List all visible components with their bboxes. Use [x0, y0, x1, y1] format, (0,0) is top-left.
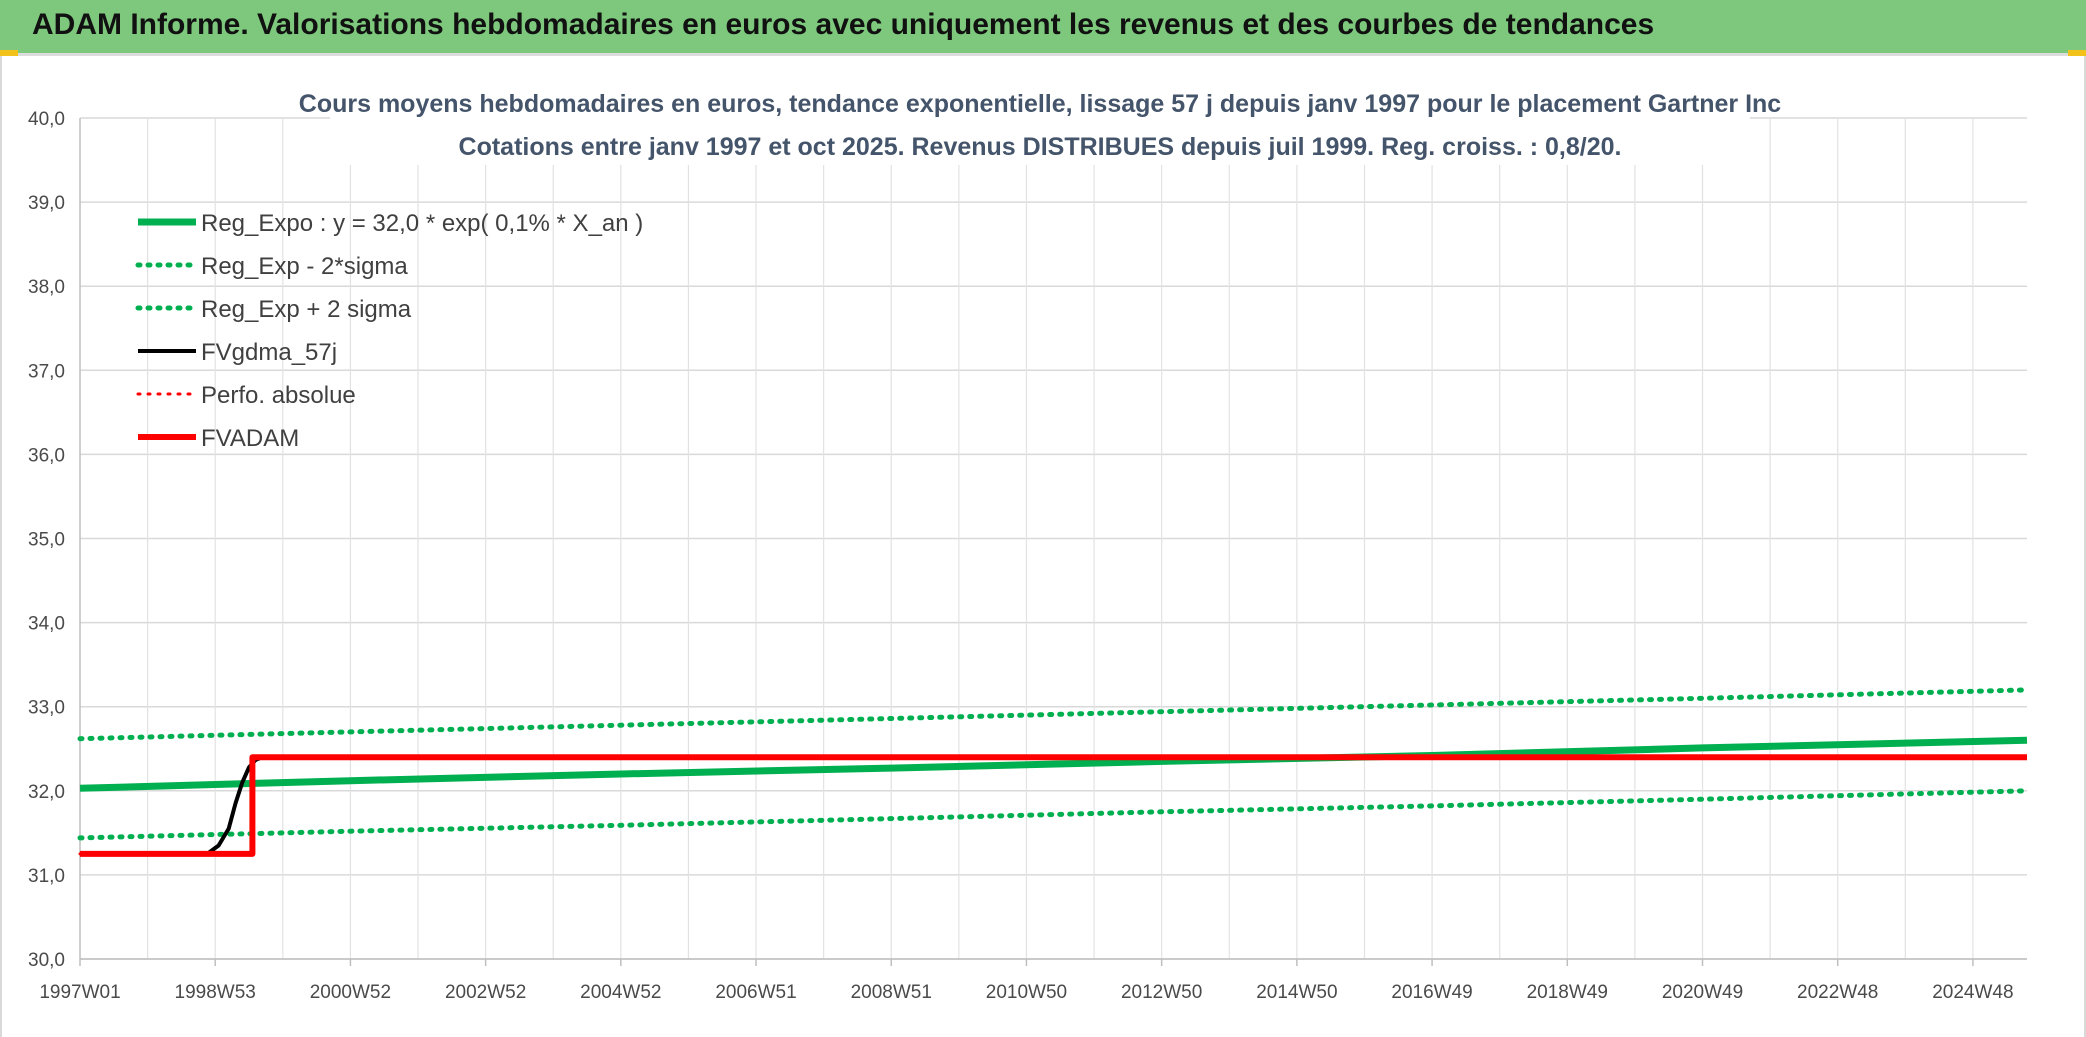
- page-title: ADAM Informe. Valorisations hebdomadaire…: [32, 8, 1655, 41]
- header-banner: ADAM Informe. Valorisations hebdomadaire…: [0, 0, 2086, 56]
- legend-label: FVgdma_57j: [201, 339, 337, 366]
- legend-label: Reg_Exp - 2*sigma: [201, 253, 408, 280]
- legend-label: FVADAM: [201, 425, 299, 452]
- y-tick-label: 31,0: [28, 866, 65, 887]
- axis-labels: 30,0 31,0 32,0 33,0 34,0 35,0 36,0 37,0 38,0 39,0…: [28, 109, 2014, 1003]
- series-line-3: [79, 755, 2027, 856]
- corner-marker-left: [0, 50, 18, 56]
- series-layer: [77, 687, 2030, 857]
- series-line-2: [77, 687, 2030, 742]
- y-tick-label: 38,0: [28, 277, 65, 298]
- corner-marker-right: [2068, 50, 2086, 56]
- chart-title: Cours moyens hebdomadaires en euros, ten…: [299, 90, 1782, 118]
- x-tick-label: 2004W52: [580, 982, 661, 1003]
- x-tick-label: 2002W52: [445, 982, 526, 1003]
- y-tick-label: 37,0: [28, 361, 65, 382]
- x-tick-label: 2000W52: [310, 982, 391, 1003]
- series-line-1: [77, 788, 2030, 841]
- x-tick-label: 2014W50: [1256, 982, 1337, 1003]
- y-tick-label: 33,0: [28, 698, 65, 719]
- chart-subtitle: Cotations entre janv 1997 et oct 2025. R…: [459, 133, 1622, 161]
- chart-frame: [0, 56, 2086, 1037]
- x-tick-label: 2020W49: [1662, 982, 1743, 1003]
- y-tick-label: 30,0: [28, 950, 65, 971]
- y-tick-label: 35,0: [28, 530, 65, 551]
- y-tick-label: 39,0: [28, 193, 65, 214]
- chart-titles: Cours moyens hebdomadaires en euros, ten…: [299, 85, 1782, 165]
- y-tick-label: 34,0: [28, 614, 65, 635]
- y-tick-label: 36,0: [28, 445, 65, 466]
- title-background: [330, 85, 1750, 165]
- x-tick-label: 2016W49: [1391, 982, 1472, 1003]
- series-line-5: [80, 754, 2027, 857]
- x-tick-label: 2022W48: [1797, 982, 1878, 1003]
- series-line-0: [79, 736, 2028, 792]
- x-tick-label: 1997W01: [39, 982, 120, 1003]
- x-tick-label: 2024W48: [1932, 982, 2013, 1003]
- y-tick-label: 32,0: [28, 782, 65, 803]
- series-line-4: [78, 755, 2029, 856]
- y-tick-label: 40,0: [28, 109, 65, 130]
- x-tick-label: 2012W50: [1121, 982, 1202, 1003]
- x-tick-label: 2006W51: [715, 982, 796, 1003]
- x-tick-label: 2010W50: [986, 982, 1067, 1003]
- legend-label: Reg_Expo : y = 32,0 * exp( 0,1% * X_an ): [201, 210, 643, 237]
- legend: Reg_Expo : y = 32,0 * exp( 0,1% * X_an )…: [135, 210, 643, 452]
- x-tick-label: 1998W53: [175, 982, 256, 1003]
- x-tick-label: 2018W49: [1527, 982, 1608, 1003]
- legend-label: Perfo. absolue: [201, 382, 356, 409]
- x-tick-label: 2008W51: [851, 982, 932, 1003]
- legend-label: Reg_Exp + 2 sigma: [201, 296, 412, 323]
- grid-lines: [79, 117, 2027, 966]
